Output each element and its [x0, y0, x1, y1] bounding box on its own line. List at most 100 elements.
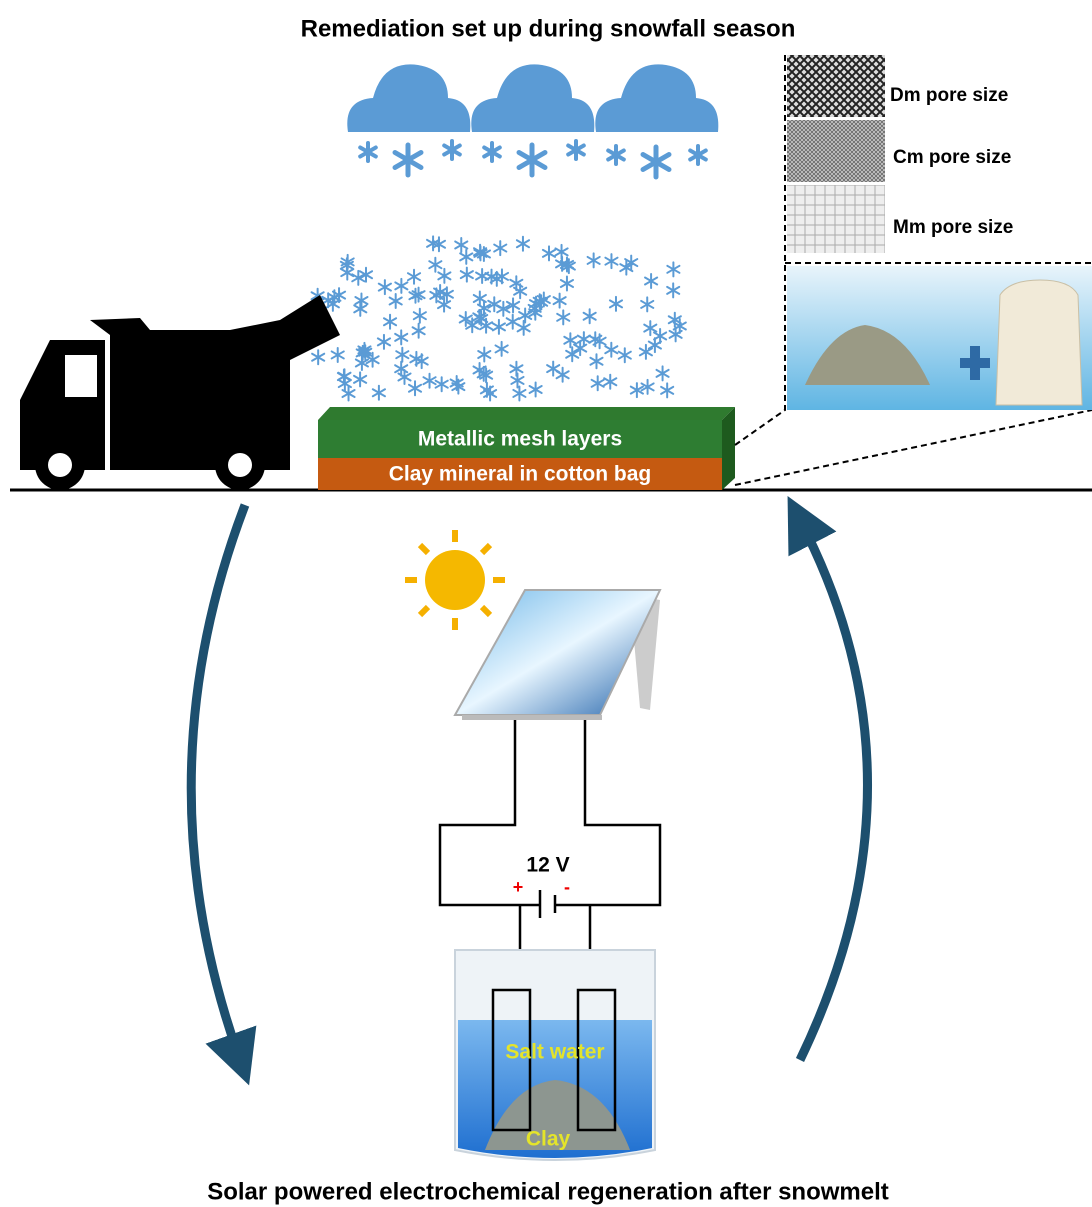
snow-particle — [475, 271, 490, 281]
positive-terminal: + — [513, 877, 524, 897]
snow-particle — [494, 344, 509, 354]
snow-particle — [541, 248, 557, 258]
snow-particle — [434, 379, 449, 389]
snowflake — [516, 150, 548, 170]
snow-particle — [512, 388, 527, 398]
snowflake — [442, 143, 462, 157]
snow-particle — [617, 350, 632, 360]
snow-particle — [546, 364, 561, 374]
snow-particle — [473, 248, 488, 258]
snow-particle — [489, 274, 504, 284]
snow-particle — [505, 300, 521, 310]
snow-particle — [603, 377, 618, 387]
snow-particle — [565, 349, 580, 359]
snow-particle — [459, 252, 474, 262]
snowflake — [606, 148, 626, 162]
snow-particle — [604, 345, 619, 355]
snow-particle — [311, 352, 326, 362]
snow-particle — [458, 314, 473, 324]
snow-particle — [411, 326, 426, 336]
snow-particle — [382, 317, 398, 327]
snow-particle — [394, 281, 409, 291]
snow-particle — [357, 345, 372, 355]
beaker: Salt water Clay — [454, 949, 656, 1161]
snow-particle — [536, 295, 551, 305]
pore-label: Mm pore size — [893, 217, 1013, 238]
snow-particle — [351, 273, 366, 283]
snow-particle — [472, 312, 487, 322]
snow-particle — [496, 304, 511, 314]
snow-particle — [552, 296, 567, 306]
snow-particle — [394, 364, 409, 374]
snow-particle — [608, 299, 624, 309]
snow-particle — [518, 311, 533, 321]
mesh-layer-label: Metallic mesh layers — [418, 428, 622, 451]
snow-particle — [395, 350, 410, 360]
sediment-label: Clay — [526, 1128, 571, 1151]
snow-particle — [640, 382, 655, 392]
snow-particle — [647, 340, 662, 350]
snow-particle — [582, 311, 597, 321]
cloud — [347, 64, 471, 132]
snow-particle — [406, 272, 422, 282]
snow-particle — [505, 317, 520, 327]
snow-particle — [559, 279, 575, 289]
snowflake — [482, 145, 502, 159]
snow-particle — [509, 364, 524, 374]
snow-particle — [653, 331, 668, 341]
snow-particle — [528, 385, 543, 395]
snow-particle — [330, 350, 345, 360]
snow-particle — [589, 356, 604, 366]
snow-particle — [666, 264, 681, 274]
sun — [405, 530, 505, 630]
snowflake — [392, 150, 424, 170]
snow-particle — [510, 375, 525, 385]
snow-particle — [586, 255, 601, 265]
snow-particle — [341, 389, 356, 399]
snow-particle — [409, 354, 424, 364]
cloud — [595, 64, 719, 132]
snow-particle — [358, 270, 374, 280]
snow-particle — [449, 378, 464, 388]
solar-panel — [453, 589, 662, 720]
snow-particle — [411, 290, 426, 300]
clouds — [347, 64, 719, 180]
snow-particle — [459, 270, 474, 280]
snow-particle — [340, 257, 355, 267]
snow-particle — [604, 256, 619, 266]
snow-particle — [477, 350, 492, 360]
snowflake — [640, 152, 672, 172]
snow-particle — [428, 260, 443, 270]
snow-particle — [472, 293, 487, 303]
snow-particle — [431, 239, 447, 249]
snow-particle — [422, 376, 437, 386]
snow-particle — [437, 300, 452, 310]
negative-terminal: - — [564, 877, 570, 897]
snow-particle — [353, 374, 368, 384]
snow-particle — [371, 388, 386, 398]
cloud — [471, 64, 595, 132]
snow-particle — [655, 368, 670, 378]
snow-particle — [590, 378, 605, 388]
snow-spray — [310, 235, 687, 402]
snow-particle — [643, 323, 658, 333]
snow-particle — [563, 335, 578, 345]
snow-particle — [353, 304, 368, 314]
snow-particle — [336, 372, 351, 382]
snow-particle — [465, 320, 480, 330]
snowflake — [566, 143, 586, 157]
snow-particle — [340, 268, 355, 278]
snow-particle — [528, 308, 543, 318]
clay-layer-label: Clay mineral in cotton bag — [389, 463, 652, 486]
snow-particle — [555, 259, 570, 269]
snow-particle — [388, 296, 403, 306]
snow-particle — [479, 321, 494, 331]
snow-particle — [640, 299, 655, 309]
snow-particle — [321, 295, 336, 305]
snow-particle — [437, 271, 452, 281]
snow-particle — [668, 329, 683, 339]
caption: Solar powered electrochemical regenerati… — [207, 1178, 889, 1205]
snow-particle — [354, 358, 369, 368]
snow-particle — [667, 315, 682, 325]
